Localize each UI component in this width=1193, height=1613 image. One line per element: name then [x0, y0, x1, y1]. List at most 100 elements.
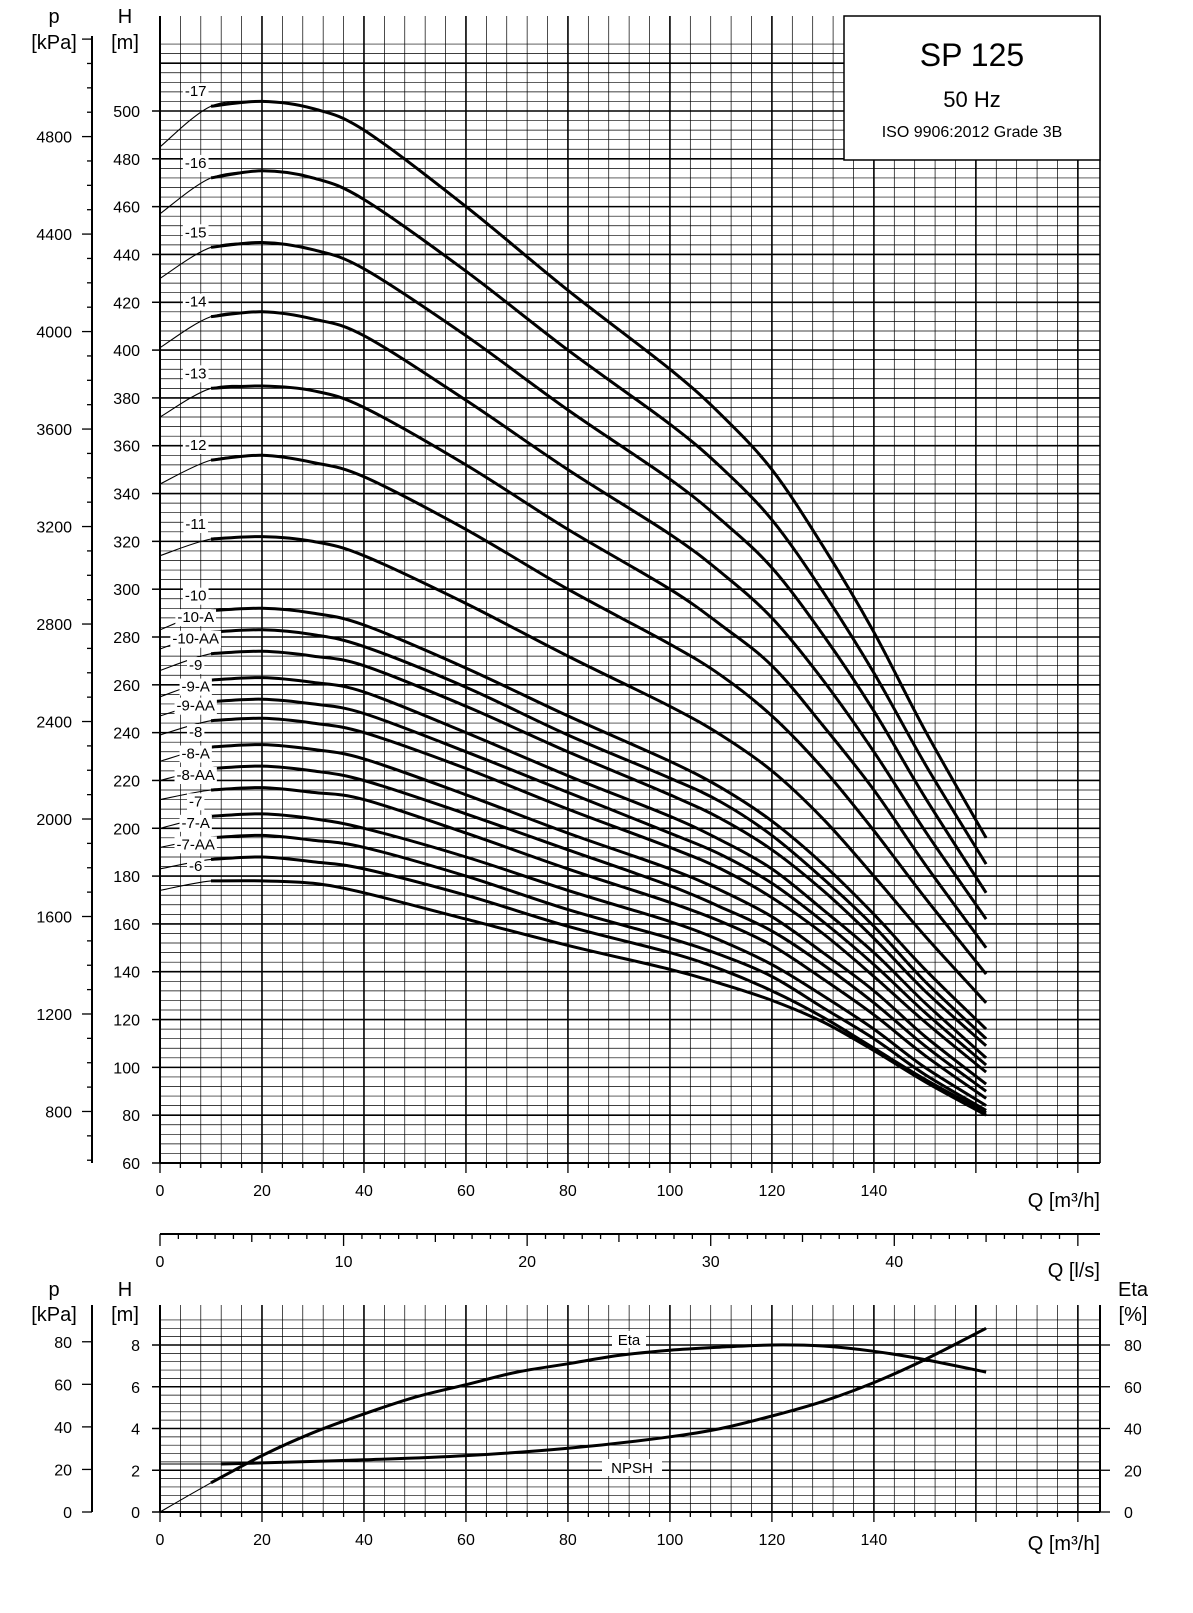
head-curve-label: -9 — [189, 657, 202, 674]
eta-axis-unit: [%] — [1119, 1304, 1148, 1326]
head-curve — [210, 453, 988, 976]
eta-tick-label: 0 — [1124, 1505, 1133, 1522]
p-tick-label: 4400 — [36, 227, 72, 244]
npsh-curve-label: NPSH — [611, 1460, 653, 1477]
q-tick-label-bottom: 60 — [457, 1532, 475, 1549]
p-tick-label-bottom: 20 — [54, 1462, 72, 1479]
head-curve-label-bg — [183, 515, 208, 533]
head-curve-label-bg — [179, 745, 212, 763]
q-ls-tick-label: 10 — [335, 1254, 353, 1271]
head-curves: -17 -16 -15 -14 -13 -12 -11 -10 -10-A -10-AA -9 -9-… — [159, 83, 988, 1117]
p-tick-label-bottom: 60 — [54, 1377, 72, 1394]
q-tick-label: 100 — [657, 1183, 684, 1200]
h-tick-label: 60 — [122, 1156, 140, 1173]
h-tick-label: 460 — [113, 200, 140, 217]
head-curve-label: -9-A — [182, 679, 210, 696]
q-tick-label: 40 — [355, 1183, 373, 1200]
eta-curve-label: Eta — [618, 1332, 641, 1349]
chart-standard: ISO 9906:2012 Grade 3B — [882, 124, 1063, 141]
head-curve — [210, 812, 987, 1107]
head-curve — [210, 240, 988, 894]
h-tick-label: 200 — [113, 821, 140, 838]
head-curve-label-bg — [174, 836, 217, 854]
head-curve-label: -8 — [189, 724, 202, 741]
main-plot-grid — [159, 16, 1100, 1164]
flow-ls-axis: 0 10 20 30 40 — [156, 1233, 1100, 1271]
h-tick-label: 160 — [113, 917, 140, 934]
q-ls-tick-label: 30 — [702, 1254, 720, 1271]
p-axis-unit-bottom: [kPa] — [31, 1304, 77, 1326]
head-curve-start — [159, 650, 263, 672]
p-tick-label: 4000 — [36, 325, 72, 342]
head-curve — [210, 879, 987, 1117]
head-curve — [210, 310, 988, 920]
h-tick-label: 260 — [113, 678, 140, 695]
head-curve-label: -7-AA — [177, 836, 215, 853]
head-curve-start — [159, 241, 263, 279]
q-tick-label-bottom: 80 — [559, 1532, 577, 1549]
h-tick-label-bottom: 6 — [131, 1380, 140, 1397]
p-tick-label: 800 — [45, 1104, 72, 1121]
eta-curve — [210, 1343, 987, 1485]
h-tick-label-bottom: 0 — [131, 1505, 140, 1522]
head-curve-label-bg — [174, 697, 217, 715]
head-curve-label-bg — [182, 365, 209, 383]
p-tick-label: 3600 — [36, 422, 72, 439]
p-tick-label: 4800 — [36, 130, 72, 147]
h-axis-symbol-top: H — [118, 6, 132, 28]
q-axis-label-main: Q [m³/h] — [1028, 1190, 1100, 1212]
head-curve-label-bg — [182, 83, 209, 101]
head-curve — [210, 649, 988, 1047]
h-tick-label: 100 — [113, 1060, 140, 1077]
head-curve-start — [159, 536, 263, 557]
head-curve — [210, 833, 987, 1112]
h-axis-symbol-bottom: H — [118, 1279, 132, 1301]
h-tick-label: 400 — [113, 343, 140, 360]
q-ls-tick-label: 20 — [518, 1254, 536, 1271]
h-tick-label: 480 — [113, 152, 140, 169]
head-curve-label-bg — [182, 154, 209, 172]
h-tick-label-bottom: 2 — [131, 1463, 140, 1480]
head-curve-label: -10-A — [177, 609, 214, 626]
q-tick-label-bottom: 140 — [861, 1532, 888, 1549]
h-tick-label: 240 — [113, 726, 140, 743]
head-curve-label-bg — [187, 723, 205, 741]
head-curve-label: -6 — [189, 858, 202, 875]
head-curve-label: -12 — [185, 437, 207, 454]
npsh-curve — [221, 1326, 987, 1466]
head-curve-label-bg — [182, 224, 209, 242]
q-tick-label: 120 — [759, 1183, 786, 1200]
p-tick-label: 1200 — [36, 1007, 72, 1024]
head-curve-label: -8-A — [182, 746, 210, 763]
head-curve — [210, 606, 988, 1031]
main-plot-axes: 6080100120140160180200220240260280300320… — [36, 16, 1101, 1200]
head-curve-label-bg — [179, 814, 212, 832]
head-curve-label-bg — [175, 609, 217, 627]
head-curve — [210, 384, 988, 949]
p-tick-label-bottom: 0 — [63, 1505, 72, 1522]
head-curve — [210, 764, 987, 1093]
head-curve-label: -14 — [185, 294, 207, 311]
q-tick-label: 80 — [559, 1183, 577, 1200]
q-tick-label: 20 — [253, 1183, 271, 1200]
chart-title: SP 125 — [920, 37, 1024, 73]
h-tick-label: 220 — [113, 773, 140, 790]
q-tick-label-bottom: 20 — [253, 1532, 271, 1549]
h-axis-unit-top: [m] — [111, 32, 139, 54]
h-tick-label: 380 — [113, 391, 140, 408]
p-tick-label: 2800 — [36, 617, 72, 634]
head-curve-label-bg — [170, 630, 222, 648]
head-curve — [210, 743, 988, 1086]
q-tick-label: 60 — [457, 1183, 475, 1200]
title-box: SP 125 50 Hz ISO 9906:2012 Grade 3B — [843, 15, 1101, 161]
head-curve-label: -10-AA — [172, 631, 219, 648]
q-axis-label-bottom: Q [m³/h] — [1028, 1533, 1100, 1555]
head-curve — [210, 535, 988, 1004]
efficiency-plot-grid — [159, 1305, 1100, 1513]
head-curve-label: -7-A — [182, 815, 210, 832]
head-curve — [210, 855, 987, 1115]
h-tick-label: 80 — [122, 1108, 140, 1125]
head-curve-label-bg — [182, 293, 209, 311]
chart-frequency: 50 Hz — [943, 87, 1000, 112]
